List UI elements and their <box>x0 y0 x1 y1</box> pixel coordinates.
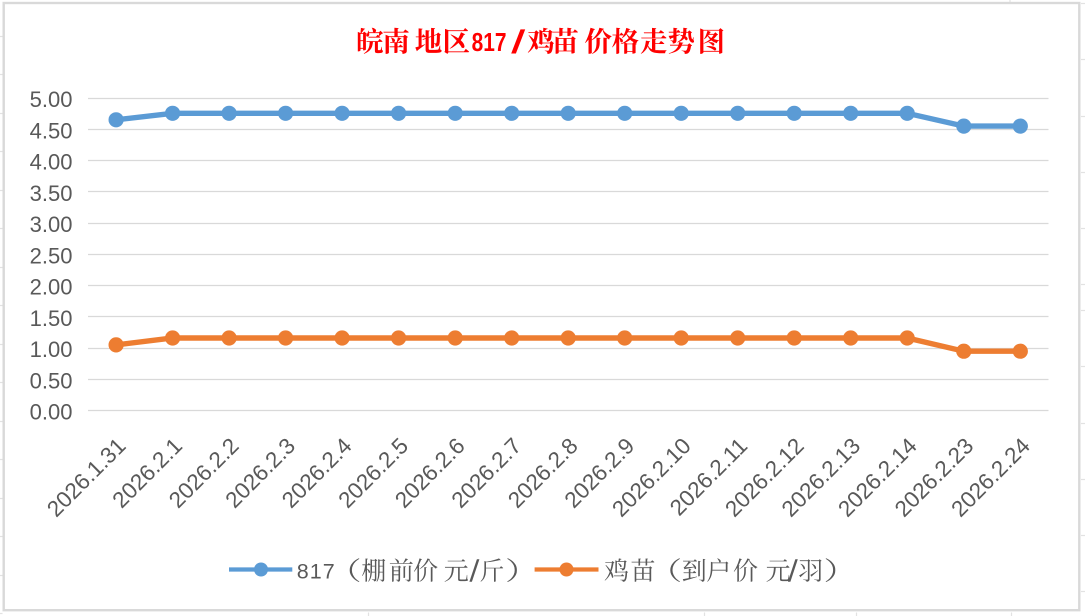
svg-text:1.00: 1.00 <box>30 337 73 362</box>
svg-text:4.50: 4.50 <box>30 118 73 143</box>
svg-text:3.00: 3.00 <box>30 212 73 237</box>
svg-text:2.50: 2.50 <box>30 243 73 268</box>
svg-text:817: 817 <box>297 559 336 583</box>
svg-text:1.50: 1.50 <box>30 306 73 331</box>
svg-text:5.00: 5.00 <box>30 87 73 112</box>
svg-text:0.50: 0.50 <box>30 368 73 393</box>
svg-text:0.00: 0.00 <box>30 400 73 425</box>
svg-text:4.00: 4.00 <box>30 150 73 175</box>
svg-text:3.50: 3.50 <box>30 181 73 206</box>
svg-text:2.00: 2.00 <box>30 275 73 300</box>
svg-text:817: 817 <box>472 28 507 57</box>
